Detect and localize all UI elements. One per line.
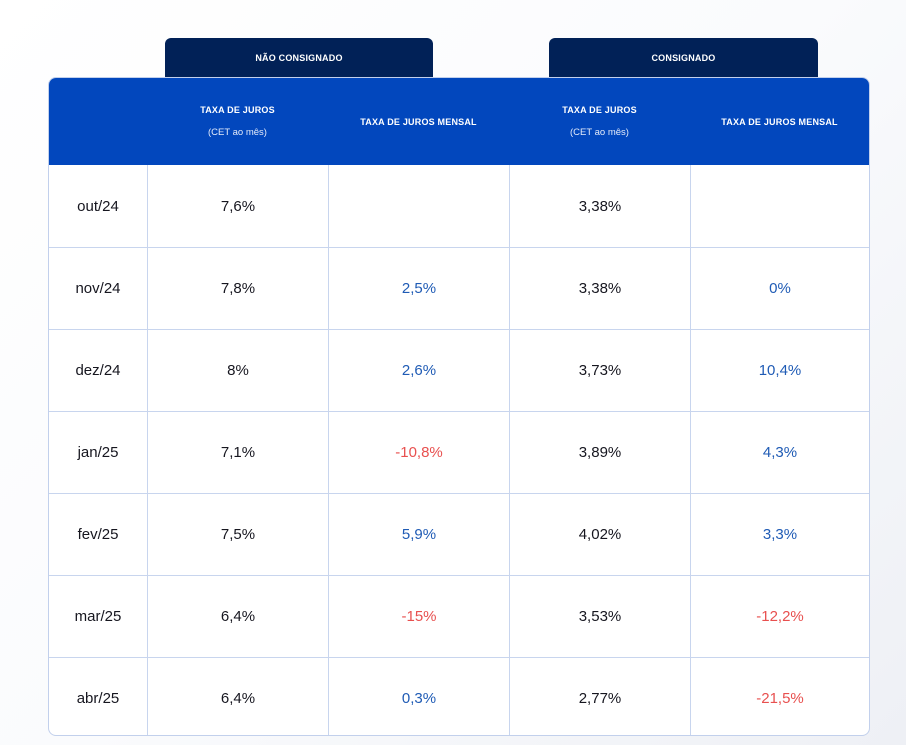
c-rate-cell: 3,53% <box>509 576 690 657</box>
month-cell: out/24 <box>77 197 119 215</box>
c-rate-cell: 3,73% <box>509 330 690 411</box>
c-rate-cell: 3,38% <box>509 165 690 247</box>
c-rate-cell: 4,02% <box>509 494 690 575</box>
table-row: nov/24 7,8% 2,5% 3,38% 0% <box>49 247 869 329</box>
month-cell: abr/25 <box>76 690 120 707</box>
table-row: abr/25 6,4% 0,3% 2,77% -21,5% <box>49 657 869 735</box>
nc-rate-cell: 6,4% <box>147 576 328 657</box>
c-variation-cell <box>690 165 869 247</box>
month-cell: jan/25 <box>77 444 119 461</box>
nc-variation-cell: 0,3% <box>328 658 509 735</box>
header-nc-monthly-title: TAXA DE JUROS MENSAL <box>360 116 477 127</box>
header-c-monthly-title: TAXA DE JUROS MENSAL <box>721 116 838 127</box>
tab-nao-consignado: NÃO CONSIGNADO <box>165 38 433 78</box>
header-nc-monthly: TAXA DE JUROS MENSAL <box>328 78 509 165</box>
nc-rate-cell: 7,6% <box>147 165 328 247</box>
header-c-rate-title: TAXA DE JUROS <box>562 105 637 115</box>
c-variation-cell: 0% <box>690 248 869 329</box>
c-variation-cell: -21,5% <box>690 658 869 735</box>
header-nc-rate-title: TAXA DE JUROS <box>200 105 275 115</box>
c-variation-cell: -12,2% <box>690 576 869 657</box>
table-row: fev/25 7,5% 5,9% 4,02% 3,3% <box>49 493 869 575</box>
c-rate-cell: 3,89% <box>509 412 690 493</box>
month-cell: dez/24 <box>75 362 121 379</box>
nc-variation-cell: -15% <box>328 576 509 657</box>
nc-variation-cell: -10,8% <box>328 412 509 493</box>
c-variation-cell: 10,4% <box>690 330 869 411</box>
header-c-rate-subtitle: (CET ao mês) <box>570 127 629 138</box>
header-c-rate: TAXA DE JUROS (CET ao mês) <box>509 78 690 165</box>
nc-variation-cell <box>328 165 509 247</box>
nc-variation-cell: 5,9% <box>328 494 509 575</box>
table-row: dez/24 8% 2,6% 3,73% 10,4% <box>49 329 869 411</box>
c-rate-cell: 3,38% <box>509 248 690 329</box>
nc-variation-cell: 2,6% <box>328 330 509 411</box>
month-cell: mar/25 <box>74 608 122 625</box>
header-nc-rate: TAXA DE JUROS (CET ao mês) <box>147 78 328 165</box>
nc-rate-cell: 7,1% <box>147 412 328 493</box>
c-variation-cell: 3,3% <box>690 494 869 575</box>
nc-rate-cell: 8% <box>147 330 328 411</box>
table-row: mar/25 6,4% -15% 3,53% -12,2% <box>49 575 869 657</box>
table-header: TAXA DE JUROS (CET ao mês) TAXA DE JUROS… <box>49 78 869 165</box>
header-nc-rate-subtitle: (CET ao mês) <box>208 127 267 138</box>
nc-rate-cell: 7,8% <box>147 248 328 329</box>
c-rate-cell: 2,77% <box>509 658 690 735</box>
c-variation-cell: 4,3% <box>690 412 869 493</box>
table-row: out/24 7,6% 3,38% <box>49 165 869 247</box>
nc-rate-cell: 6,4% <box>147 658 328 735</box>
month-cell: fev/25 <box>77 526 119 543</box>
interest-rate-table: TAXA DE JUROS (CET ao mês) TAXA DE JUROS… <box>48 77 870 736</box>
nc-rate-cell: 7,5% <box>147 494 328 575</box>
nc-variation-cell: 2,5% <box>328 248 509 329</box>
tab-consignado: CONSIGNADO <box>549 38 818 78</box>
header-month-cell <box>49 78 147 165</box>
header-c-monthly: TAXA DE JUROS MENSAL <box>690 78 869 165</box>
month-cell: nov/24 <box>75 280 121 297</box>
table-row: jan/25 7,1% -10,8% 3,89% 4,3% <box>49 411 869 493</box>
table-body: out/24 7,6% 3,38% nov/24 7,8% 2,5% 3,38%… <box>49 165 869 735</box>
